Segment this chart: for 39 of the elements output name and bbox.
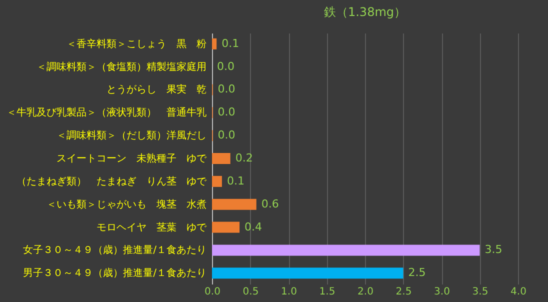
y-tick-label: モロヘイヤ 茎葉 ゆで bbox=[96, 221, 208, 234]
x-tick-label: 0.0 bbox=[204, 286, 220, 298]
bar bbox=[212, 244, 480, 256]
data-label: 0.1 bbox=[226, 174, 244, 188]
y-tick-label: ＜調味料類＞（だし類）洋風だし bbox=[56, 130, 206, 142]
y-tick-label: 男子３０～４９（歳）推進量/１食あたり bbox=[23, 267, 206, 280]
data-label: 3.5 bbox=[484, 243, 502, 256]
y-tick-label: スイートコーン 未熟種子 ゆで bbox=[56, 152, 208, 164]
chart-title: 鉄（1.38mg） bbox=[324, 5, 406, 19]
data-label: 0.1 bbox=[222, 36, 240, 50]
data-label: 0.0 bbox=[218, 82, 236, 96]
x-tick-label: 2.5 bbox=[396, 286, 412, 298]
data-label: 0.0 bbox=[218, 106, 236, 119]
bar bbox=[212, 268, 404, 279]
x-tick-label: 1.5 bbox=[319, 286, 336, 298]
bar bbox=[212, 222, 240, 233]
y-tick-label: ＜牛乳及び乳製品＞（液状乳類） 普通牛乳 bbox=[6, 106, 206, 119]
bar bbox=[212, 176, 222, 187]
bar bbox=[212, 38, 217, 50]
data-label: 0.4 bbox=[244, 220, 262, 234]
y-tick-label: 女子３０～４９（歳）推進量/１食あたり bbox=[23, 244, 206, 256]
x-tick-label: 2.0 bbox=[358, 286, 374, 298]
data-label: 0.6 bbox=[261, 197, 279, 210]
y-tick-label: （たまねぎ類） たまねぎ りん茎 ゆで bbox=[16, 175, 208, 188]
x-tick-label: 4.0 bbox=[510, 286, 526, 298]
x-tick-label: 0.5 bbox=[242, 286, 259, 298]
bar bbox=[212, 198, 256, 210]
data-label: 0.0 bbox=[218, 128, 236, 142]
y-tick-label: ＜いも類＞じゃがいも 塊茎 水煮 bbox=[46, 198, 206, 210]
y-tick-label: ＜香辛料類＞こしょう 黒 粉 bbox=[66, 38, 206, 50]
x-tick-label: 3.5 bbox=[472, 286, 488, 298]
data-label: 0.0 bbox=[217, 60, 234, 73]
bar bbox=[212, 153, 230, 164]
y-tick-label: とうがらし 果実 乾 bbox=[106, 84, 206, 96]
data-label: 0.2 bbox=[235, 152, 253, 164]
data-label: 2.5 bbox=[408, 266, 426, 280]
x-tick-label: 1.0 bbox=[281, 286, 297, 298]
y-tick-label: ＜調味料類＞（食塩類）精製塩家庭用 bbox=[36, 60, 206, 73]
x-tick-label: 3.0 bbox=[434, 286, 450, 298]
